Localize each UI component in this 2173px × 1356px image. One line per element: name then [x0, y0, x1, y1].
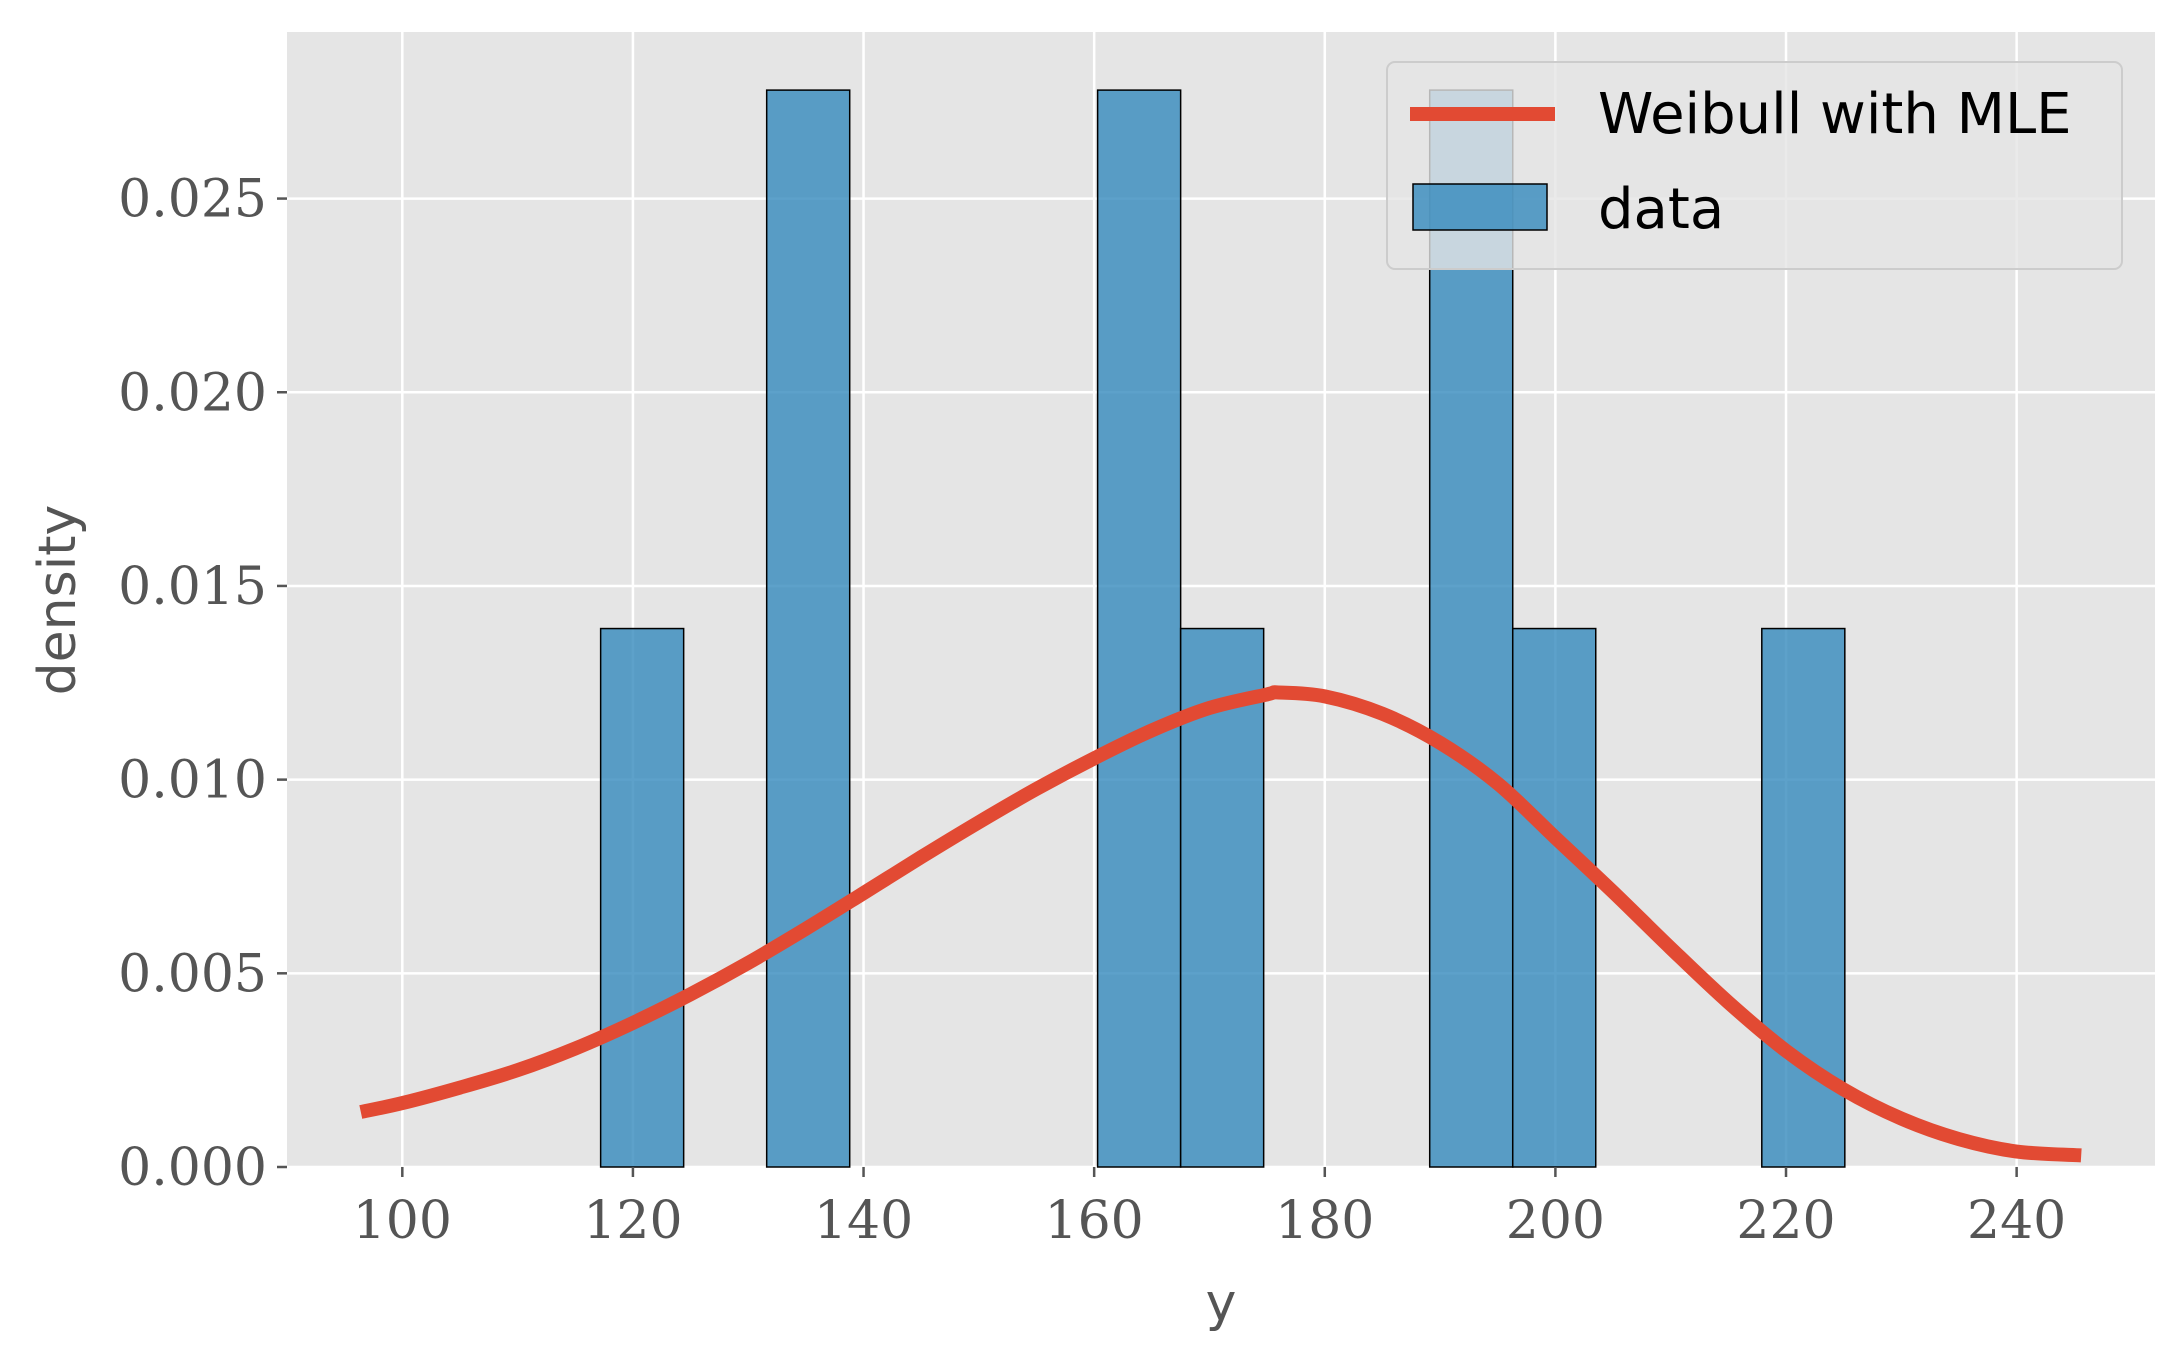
y-tick-label: 0.025 — [118, 170, 267, 230]
y-tick-label: 0.005 — [118, 944, 267, 1004]
legend-box — [1386, 61, 2123, 270]
x-tick-label: 140 — [814, 1191, 913, 1251]
legend-curve-label: Weibull with MLE — [1598, 82, 2072, 147]
y-axis-label: density — [28, 505, 88, 696]
x-axis-label: y — [1206, 1273, 1237, 1333]
y-axis-ticks: 0.000 0.005 0.010 0.015 0.020 0.025 — [118, 170, 287, 1198]
y-tick-label: 0.010 — [118, 751, 267, 811]
weibull-curve — [359, 685, 2082, 1163]
x-tick-label: 100 — [353, 1191, 452, 1251]
histogram-bar — [1511, 627, 1597, 1168]
x-tick-label: 160 — [1045, 1191, 1144, 1251]
x-tick-label: 200 — [1506, 1191, 1605, 1251]
y-tick-label: 0.000 — [118, 1138, 267, 1198]
y-tick-label: 0.020 — [118, 363, 267, 423]
x-tick-label: 240 — [1967, 1191, 2066, 1251]
histogram-bar — [1096, 89, 1182, 1168]
weibull-curve-line — [359, 685, 2082, 1163]
legend-data-swatch — [1412, 183, 1548, 231]
x-tick-label: 180 — [1275, 1191, 1374, 1251]
legend: Weibull with MLE data — [1386, 61, 2123, 270]
x-tick-label: 120 — [583, 1191, 682, 1251]
x-axis-ticks: 100 120 140 160 180 200 220 240 — [353, 1167, 2066, 1251]
histogram-bar — [765, 89, 851, 1168]
legend-data-label: data — [1598, 177, 1724, 242]
histogram-bar — [599, 627, 685, 1168]
y-tick-label: 0.015 — [118, 557, 267, 617]
x-tick-label: 220 — [1736, 1191, 1835, 1251]
